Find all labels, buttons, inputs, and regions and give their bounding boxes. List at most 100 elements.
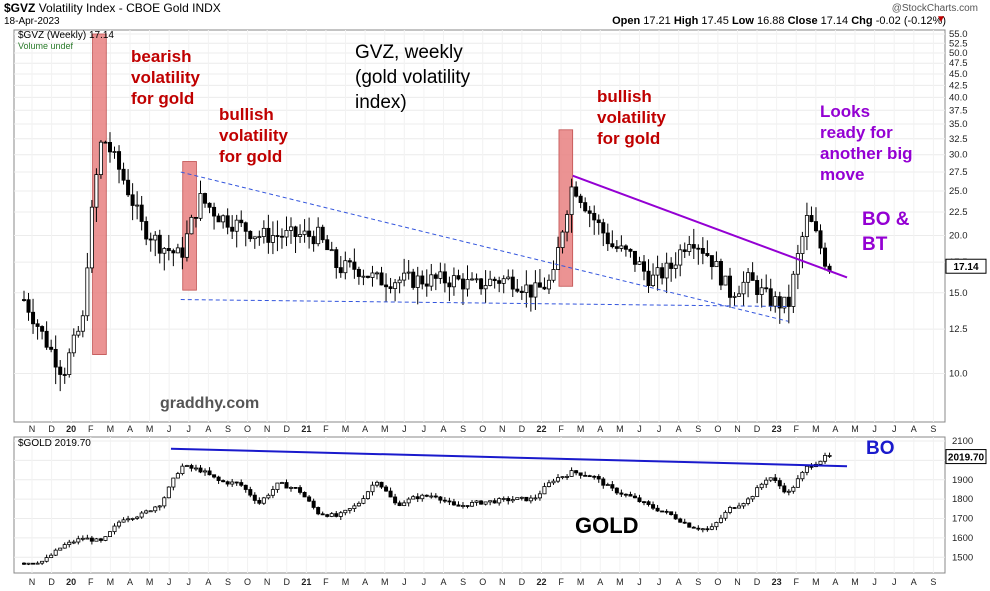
gold-y-tick: 1600 [952, 533, 973, 544]
gold-x-tick: O [479, 577, 486, 587]
gold-candle [524, 496, 529, 502]
gvz-candle [71, 334, 76, 354]
gvz-candle [126, 179, 131, 196]
gvz-candle [411, 271, 416, 288]
gvz-y-tick: 47.5 [949, 58, 968, 69]
gvz-candle [804, 215, 809, 237]
gvz-candle [94, 174, 99, 208]
gvz-x-tick: M [146, 424, 154, 434]
gvz-candle [117, 151, 122, 170]
gold-candle [58, 547, 63, 551]
gold-last-value-tag: 2019.70 [948, 453, 985, 464]
support-dashed-trendline [180, 299, 789, 308]
gold-candle [216, 476, 221, 481]
gvz-x-tick: D [48, 424, 55, 434]
gold-candle [289, 487, 294, 489]
gvz-candle [307, 230, 312, 237]
gvz-candle [49, 346, 54, 350]
gvz-candle [546, 279, 551, 290]
gold-x-tick: M [107, 577, 115, 587]
gold-candle [596, 476, 601, 480]
gvz-y-tick: 15.0 [949, 288, 968, 299]
gold-candle [492, 500, 497, 504]
gold-candle [384, 486, 389, 492]
gold-x-tick: S [460, 577, 466, 587]
gvz-candle [506, 276, 511, 280]
gvz-candle [279, 235, 284, 238]
gold-x-tick: 23 [772, 577, 782, 587]
gvz-legend: $GVZ (Weekly) 17.14 [18, 30, 114, 41]
gold-candle [827, 454, 832, 457]
gold-candle [605, 484, 610, 486]
gold-candle [619, 492, 624, 495]
gvz-candle [388, 286, 393, 289]
gvz-candle [569, 186, 574, 215]
gvz-candle [542, 286, 547, 290]
gold-candle [623, 493, 628, 496]
gvz-candle [465, 279, 470, 290]
gold-candle [203, 470, 208, 473]
gvz-candle [239, 219, 244, 224]
gvz-candle [492, 278, 497, 282]
gold-x-tick: D [283, 577, 290, 587]
gvz-x-tick: 20 [66, 424, 76, 434]
annotation-bo-bt-text: BO & BT [862, 209, 910, 255]
gvz-candle [651, 274, 656, 287]
gvz-x-tick: M [851, 424, 859, 434]
gvz-x-tick: S [460, 424, 466, 434]
gvz-x-tick: N [29, 424, 36, 434]
gold-candle [587, 475, 592, 478]
gvz-candle [746, 272, 751, 283]
header-date: 18-Apr-2023 [4, 16, 60, 27]
gvz-candle [21, 299, 26, 301]
gold-candle [556, 477, 561, 482]
gold-candle [768, 477, 773, 481]
gold-candle [714, 522, 719, 528]
gold-candle [103, 536, 108, 541]
gold-candle [31, 562, 36, 565]
gvz-y-tick: 50.0 [949, 48, 968, 59]
gvz-candle [800, 236, 805, 254]
gvz-candle [329, 249, 334, 252]
gvz-last-value-tag-box [945, 258, 987, 274]
gold-candle [402, 502, 407, 507]
gvz-candle [356, 268, 361, 277]
gold-candle [44, 557, 49, 562]
gvz-candle [470, 278, 475, 281]
gvz-x-tick: N [264, 424, 271, 434]
gold-candle [80, 537, 85, 540]
gold-candle [565, 476, 570, 478]
gold-candle [415, 496, 420, 500]
gvz-candle [415, 275, 420, 288]
gold-candle [162, 497, 167, 507]
gvz-candle [782, 296, 787, 309]
gold-candle [764, 479, 769, 485]
gvz-candle [727, 275, 732, 298]
gvz-candle [31, 311, 36, 325]
gold-x-tick: 20 [66, 577, 76, 587]
gvz-x-tick: J [422, 424, 427, 434]
gold-candle [777, 480, 782, 487]
annotation-bullish-2-text: bullish volatility for gold [597, 87, 666, 148]
collapse-arrow-icon[interactable]: ▼ [936, 14, 946, 25]
gvz-candle [537, 282, 542, 288]
gold-candle [261, 497, 266, 504]
gold-candle [40, 560, 45, 564]
gvz-candle [175, 247, 180, 254]
low-label: Low [731, 15, 754, 27]
gold-candle [737, 505, 742, 509]
gold-x-tick: A [441, 577, 447, 587]
gold-candle [610, 484, 615, 489]
gold-x-tick: A [676, 577, 682, 587]
gold-candle [433, 495, 438, 498]
gvz-candle [370, 272, 375, 278]
gvz-candle [705, 253, 710, 256]
gold-candle [664, 510, 669, 513]
gvz-x-tick: F [88, 424, 94, 434]
gvz-candle [574, 186, 579, 197]
gold-candle [696, 527, 701, 530]
gvz-candle [637, 261, 642, 265]
annotation-gold: GOLD [575, 513, 639, 538]
gold-candle [723, 511, 728, 519]
gvz-candle [741, 281, 746, 295]
